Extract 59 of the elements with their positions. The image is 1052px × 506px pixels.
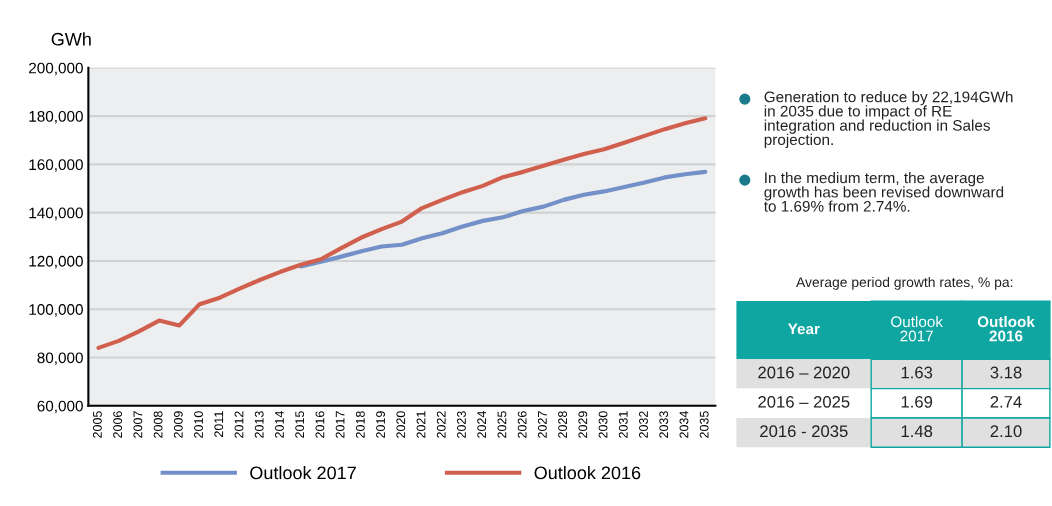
x-tick-label: 2013 [254,411,264,438]
x-tick-label: 2009 [173,411,183,438]
legend-label: Outlook 2017 [250,466,356,480]
x-tick-label: 2018 [355,411,365,438]
x-tick-label: 2017 [335,411,345,438]
x-tick-label: 2032 [639,411,648,438]
x-tick-label: 2006 [113,411,123,438]
y-tick-label: 80,000 [37,352,83,366]
y-tick-label: 180,000 [29,110,83,124]
x-tick-label: 2028 [558,411,568,438]
x-tick-label: 2011 [214,411,224,437]
x-tick-label: 2010 [194,411,203,438]
text: In the medium term, the average growth has been revised downward to 1.69% from 2.74%. [763,172,1004,212]
text: Average period growth rates, % pa: [796,276,1013,290]
x-tick-label: 2033 [659,411,669,438]
y-tick-label: 60,000 [37,400,83,414]
text: 3.18 [990,366,1022,379]
x-tick-label: 2035 [699,411,709,438]
text: 2.10 [990,425,1022,438]
text: 2016 – 2020 [758,366,850,379]
x-tick-label: 2030 [598,411,608,438]
text: 2016 – 2025 [758,395,850,408]
y-tick-label: 160,000 [29,159,83,172]
x-tick-label: 2031 [618,411,628,438]
x-tick-label: 2008 [153,411,163,438]
text: 1.69 [901,395,933,408]
legend-label: Outlook 2016 [534,466,641,480]
x-tick-label: 2025 [497,411,507,438]
line-series [298,169,708,269]
x-tick-label: 2026 [517,411,527,438]
x-tick-label: 2016 [315,411,325,438]
x-tick-label: 2020 [396,411,406,438]
x-tick-label: 2024 [477,411,487,438]
x-tick-label: 2019 [376,411,385,438]
y-tick-label: 120,000 [29,255,83,269]
x-tick-label: 2029 [578,411,588,438]
x-tick-label: 2014 [275,411,284,438]
x-tick-label: 2015 [295,411,305,438]
x-tick-label: 2034 [679,411,689,438]
x-tick-label: 2027 [537,411,547,438]
text: 1.48 [901,425,933,438]
text: Year [787,323,820,335]
x-tick-label: 2023 [457,411,466,438]
text: Outlook 2017 [891,315,944,342]
y-tick-label: 100,000 [29,304,83,317]
y-tick-label: 200,000 [29,62,83,76]
text: Outlook 2016 [977,315,1035,342]
x-tick-label: 2007 [133,411,143,438]
x-tick-label: 2005 [92,411,102,438]
x-tick-label: 2021 [416,411,426,438]
x-tick-label: 2012 [234,411,244,438]
text: 1.63 [901,366,933,379]
text: 2016 - 2035 [760,425,848,438]
x-tick-label: 2022 [436,411,446,438]
text: 2.74 [990,395,1022,408]
y-axis-title: GWh [51,32,91,46]
line-series [96,116,708,350]
text: Generation to reduce by 22,194GWh in 2035 due to impact of RE integration and reduction in Sales projection. [764,91,1013,149]
y-tick-label: 140,000 [29,207,83,221]
